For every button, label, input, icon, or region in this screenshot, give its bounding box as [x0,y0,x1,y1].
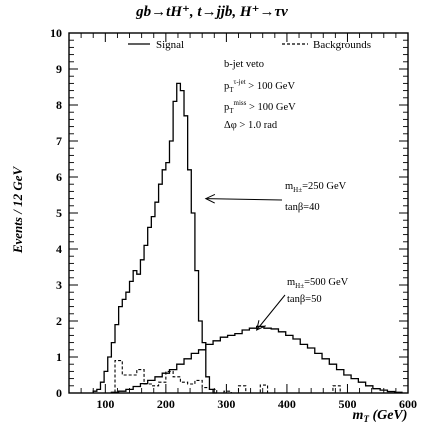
y-axis-label: Events / 12 GeV [10,166,25,255]
cut-pt-tau-jet: pTτ-jet > 100 GeV [224,78,295,94]
x-tick-label: 400 [278,397,296,411]
axis-ticks [68,32,409,394]
x-axis-label: mT (GeV) [353,408,408,424]
legend: Signal Backgrounds [128,39,371,51]
cuts-list: b-jet veto pTτ-jet > 100 GeV pTmiss > 10… [224,59,296,131]
y-tick-label: 5 [56,206,62,220]
y-tick-label: 2 [56,314,62,328]
annotation-250-mass: mH±=250 GeV [285,181,347,194]
y-tick-label: 8 [56,98,62,112]
histogram-series [92,82,403,394]
annotation-500-tanb: tanβ=50 [287,294,322,305]
x-tick-label: 600 [399,397,417,411]
x-tick-label: 300 [217,397,235,411]
arrow-250-line [205,198,283,201]
y-tick-label: 10 [50,26,62,40]
legend-backgrounds-label: Backgrounds [313,39,371,51]
y-tick-labels: 0 1 2 3 4 5 6 7 8 9 10 [50,26,62,400]
arrow-250-head [204,193,216,204]
arrow-500-head [255,320,266,331]
chart-title: gb→tH⁺, t→jjb, H⁺→τν [135,4,288,20]
y-tick-label: 7 [56,134,62,148]
histogram-series-2 [110,325,403,393]
y-tick-label: 4 [56,242,62,256]
plot-frame [68,32,409,394]
y-tick-label: 3 [56,278,62,292]
histogram-series-1 [92,82,217,394]
cut-pt-miss: pTmiss > 100 GeV [224,99,296,115]
cut-bjet-veto: b-jet veto [224,59,264,70]
annotation-250-tanb: tanβ=40 [285,202,320,213]
annotation-500: mH±=500 GeV tanβ=50 [287,277,349,305]
annotation-500-mass: mH±=500 GeV [287,277,349,290]
x-tick-labels: 100 200 300 400 500 600 [96,397,417,411]
y-tick-label: 6 [56,170,62,184]
annotation-250: mH±=250 GeV tanβ=40 [285,181,347,213]
y-tick-label: 9 [56,62,62,76]
x-tick-label: 100 [96,397,114,411]
y-tick-label: 1 [56,350,62,364]
legend-signal-label: Signal [156,39,184,51]
x-tick-label: 200 [157,397,175,411]
histogram-series-3 [100,360,399,394]
y-tick-label: 0 [56,386,62,400]
annotation-arrows [204,193,286,331]
arrow-500-line [256,294,286,331]
cut-delta-phi: Δφ > 1.0 rad [224,120,278,131]
x-tick-label: 500 [338,397,356,411]
